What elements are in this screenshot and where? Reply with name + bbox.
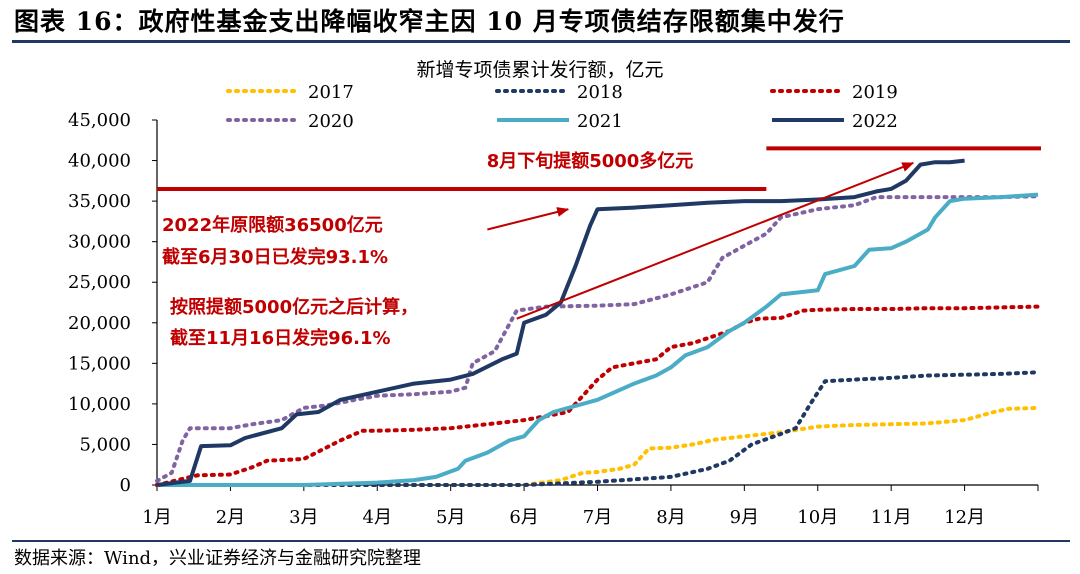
legend-label-2019: 2019 — [852, 82, 898, 103]
y-tick-label: 45,000 — [68, 110, 131, 131]
x-tick-label: 9月 — [730, 507, 759, 528]
x-tick-label: 6月 — [509, 507, 538, 528]
y-tick-label: 35,000 — [68, 191, 131, 212]
y-tick-label: 5,000 — [79, 434, 131, 455]
x-tick-label: 3月 — [289, 507, 318, 528]
series-lines — [155, 158, 1040, 487]
y-tick-label: 10,000 — [68, 394, 131, 415]
x-tick-label: 5月 — [436, 507, 465, 528]
series-line-2019 — [155, 304, 1040, 487]
x-tick-label: 11月 — [871, 507, 912, 528]
legend-label-2018: 2018 — [577, 82, 623, 103]
series-line-2021 — [157, 192, 1039, 487]
series-line-2020 — [155, 194, 1040, 483]
x-tick-label: 8月 — [656, 507, 685, 528]
legend: 2017 2018 2019 2020 2021 2022 — [226, 82, 898, 132]
series-line-2018 — [155, 370, 1040, 487]
figure-title: 图表 16：政府性基金支出降幅收窄主因 10 月专项债结存限额集中发行 — [14, 7, 845, 36]
y-tick-label: 25,000 — [68, 272, 131, 293]
x-tick-label: 12月 — [944, 507, 985, 528]
x-tick-label: 4月 — [363, 507, 392, 528]
note-raise-amount: 8月下旬提额5000多亿元 — [487, 150, 694, 172]
legend-label-2021: 2021 — [577, 111, 623, 132]
axes: 0 5,000 10,000 15,000 20,000 25,000 30,000 35,0… — [68, 110, 1039, 528]
x-tick-label: 10月 — [797, 507, 838, 528]
title-rule — [12, 40, 1070, 43]
y-tick-label: 20,000 — [68, 313, 131, 334]
source-note: 数据来源：Wind，兴业证券经济与金融研究院整理 — [14, 548, 422, 569]
series-line-2017 — [155, 405, 1040, 487]
series-line-2022 — [156, 158, 965, 487]
legend-label-2022: 2022 — [852, 111, 898, 132]
y-tick-label: 40,000 — [68, 151, 131, 172]
x-tick-label: 2月 — [216, 507, 245, 528]
legend-label-2017: 2017 — [308, 82, 354, 103]
note-raised-quota-2: 截至11月16日发完96.1% — [170, 327, 391, 349]
bottom-rule — [12, 540, 1070, 542]
annotation-arrow-1 — [487, 207, 570, 231]
y-tick-label: 15,000 — [68, 353, 131, 374]
x-tick-label: 1月 — [142, 507, 171, 528]
y-tick-label: 30,000 — [68, 232, 131, 253]
note-raised-quota-1: 按照提额5000亿元之后计算， — [170, 296, 418, 318]
annotations: 8月下旬提额5000多亿元 2022年原限额36500亿元截至6月30日已发完93… — [157, 146, 1041, 349]
note-original-quota-1: 2022年原限额36500亿元 — [162, 214, 383, 236]
legend-label-2020: 2020 — [308, 111, 354, 132]
x-tick-label: 7月 — [583, 507, 612, 528]
chart-title: 新增专项债累计发行额，亿元 — [416, 59, 663, 81]
note-original-quota-2: 截至6月30日已发完93.1% — [162, 246, 388, 268]
annotation-arrow-2 — [516, 162, 915, 320]
y-tick-label: 0 — [120, 475, 131, 496]
